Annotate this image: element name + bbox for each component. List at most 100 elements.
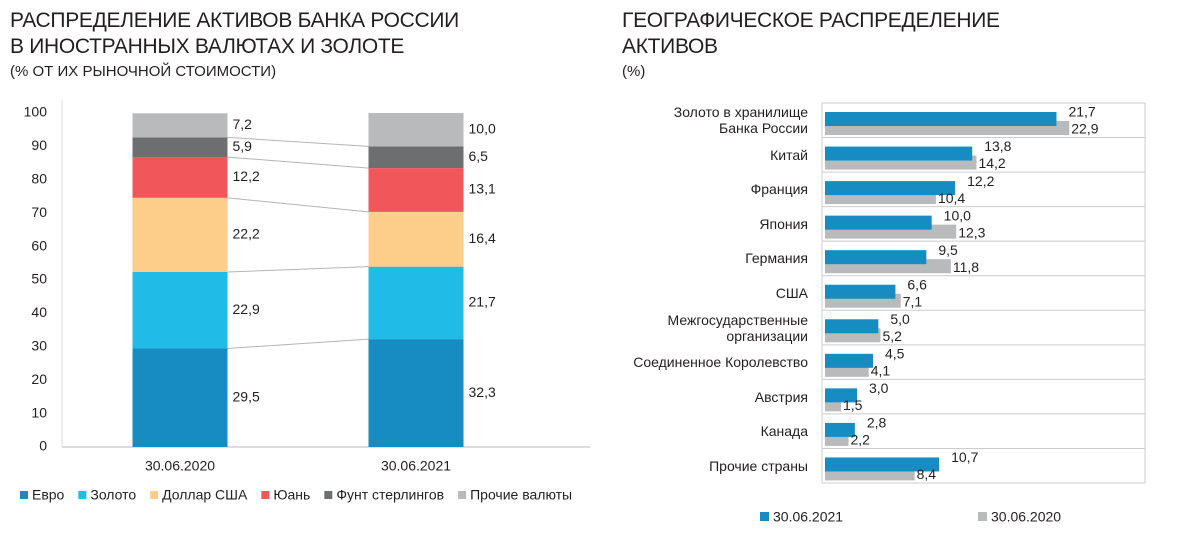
bar-segment <box>132 157 228 198</box>
value-label: 29,5 <box>233 388 260 404</box>
bar-segment <box>132 348 228 447</box>
value-label: 8,4 <box>917 466 937 482</box>
value-label: 13,1 <box>469 181 496 197</box>
y-tick-label: Япония <box>759 215 808 232</box>
value-label: 11,8 <box>953 259 979 275</box>
bar <box>825 422 855 437</box>
legend-swatch <box>78 491 87 499</box>
value-label: 22,9 <box>233 301 260 317</box>
y-tick-label: 100 <box>24 104 48 120</box>
legend-swatch <box>978 512 987 521</box>
y-tick-label: 30 <box>31 338 47 354</box>
bar-segment <box>368 266 464 340</box>
y-tick-label: 0 <box>39 438 47 454</box>
bar-segment <box>368 113 464 147</box>
y-tick-label: Германия <box>745 250 808 267</box>
value-label: 2,8 <box>867 415 887 431</box>
x-tick-label: 30.06.2021 <box>381 458 451 474</box>
value-label: 22,9 <box>1071 121 1098 137</box>
value-label: 13,8 <box>984 138 1011 154</box>
value-label: 7,1 <box>903 293 923 309</box>
y-tick-label: 90 <box>31 137 47 153</box>
y-tick-label: Прочие страны <box>709 457 808 474</box>
value-label: 32,3 <box>469 384 496 400</box>
bar-segment <box>132 271 228 349</box>
y-tick-label: Франция <box>750 181 808 198</box>
y-tick-label: Межгосударственные организации <box>667 311 808 344</box>
bar-segment <box>132 197 228 272</box>
legend-label: Золото <box>90 487 136 503</box>
legend-label: 30.06.2020 <box>991 509 1061 525</box>
bar <box>825 284 896 299</box>
value-label: 1,5 <box>843 397 863 413</box>
value-label: 10,0 <box>469 120 496 136</box>
value-label: 21,7 <box>469 294 496 310</box>
value-label: 14,2 <box>978 155 1005 171</box>
value-label: 22,2 <box>233 226 260 242</box>
y-tick-label: Австрия <box>754 388 808 405</box>
bar <box>825 146 973 161</box>
value-label: 2,2 <box>850 432 870 448</box>
value-label: 5,9 <box>233 138 253 154</box>
bar-segment <box>368 146 464 169</box>
y-tick-label: 50 <box>31 271 47 287</box>
y-tick-label: Золото в хранилище Банка России <box>673 104 808 137</box>
legend-label: Фунт стерлингов <box>336 487 444 503</box>
value-label: 4,1 <box>871 363 891 379</box>
bar <box>825 112 1057 126</box>
y-tick-label: США <box>775 285 808 301</box>
connector <box>227 338 369 349</box>
value-label: 10,7 <box>951 449 978 465</box>
connector <box>227 136 369 147</box>
bar <box>825 250 927 265</box>
bar-segment <box>368 211 464 267</box>
legend-swatch <box>458 491 467 499</box>
value-label: 6,5 <box>469 148 489 164</box>
plot-frame <box>821 102 1146 484</box>
y-tick-label: Соединенное Королевство <box>633 354 808 371</box>
value-label: 5,0 <box>890 311 910 327</box>
value-label: 10,0 <box>944 207 971 223</box>
legend-swatch <box>324 491 333 499</box>
value-label: 6,6 <box>907 276 927 292</box>
value-label: 12,3 <box>958 224 985 240</box>
value-label: 7,2 <box>233 116 253 132</box>
y-tick-label: 10 <box>31 404 47 420</box>
bar <box>825 388 857 403</box>
y-tick-label: 40 <box>31 304 47 320</box>
legend-swatch <box>20 491 28 499</box>
value-label: 3,0 <box>869 380 889 396</box>
legend-swatch <box>760 512 769 521</box>
y-tick-label: Канада <box>760 423 808 440</box>
bar-segment <box>368 339 464 447</box>
value-label: 4,5 <box>885 346 905 362</box>
value-label: 9,5 <box>938 242 958 258</box>
value-label: 12,2 <box>233 168 260 184</box>
chart-title: РАСПРЕДЕЛЕНИЕ АКТИВОВ БАНКА РОССИИ В ИНО… <box>10 9 459 58</box>
y-tick-label: 70 <box>31 204 47 220</box>
bar-segment <box>132 137 228 158</box>
bar <box>825 319 879 334</box>
legend-label: Евро <box>32 487 65 503</box>
bar-segment <box>368 168 464 212</box>
legend-label: Доллар США <box>162 487 248 503</box>
legend-swatch <box>261 491 270 499</box>
legend-label: Прочие валюты <box>470 487 572 503</box>
value-label: 21,7 <box>1068 104 1095 120</box>
legend-swatch <box>150 491 159 499</box>
bar <box>825 457 940 472</box>
y-tick-label: 20 <box>31 371 47 387</box>
value-label: 5,2 <box>882 328 902 344</box>
value-label: 10,4 <box>938 190 965 206</box>
y-tick-label: 80 <box>31 171 47 187</box>
legend-label: 30.06.2021 <box>773 509 843 525</box>
bar <box>825 215 932 230</box>
chart-title: ГЕОГРАФИЧЕСКОЕ РАСПРЕДЕЛЕНИЕ АКТИВОВ <box>622 9 1000 58</box>
chart-subtitle: (% ОТ ИХ РЫНОЧНОЙ СТОИМОСТИ) <box>10 63 277 80</box>
bar <box>825 353 873 368</box>
value-label: 16,4 <box>469 230 496 246</box>
connector <box>227 197 369 213</box>
bar <box>825 181 956 196</box>
